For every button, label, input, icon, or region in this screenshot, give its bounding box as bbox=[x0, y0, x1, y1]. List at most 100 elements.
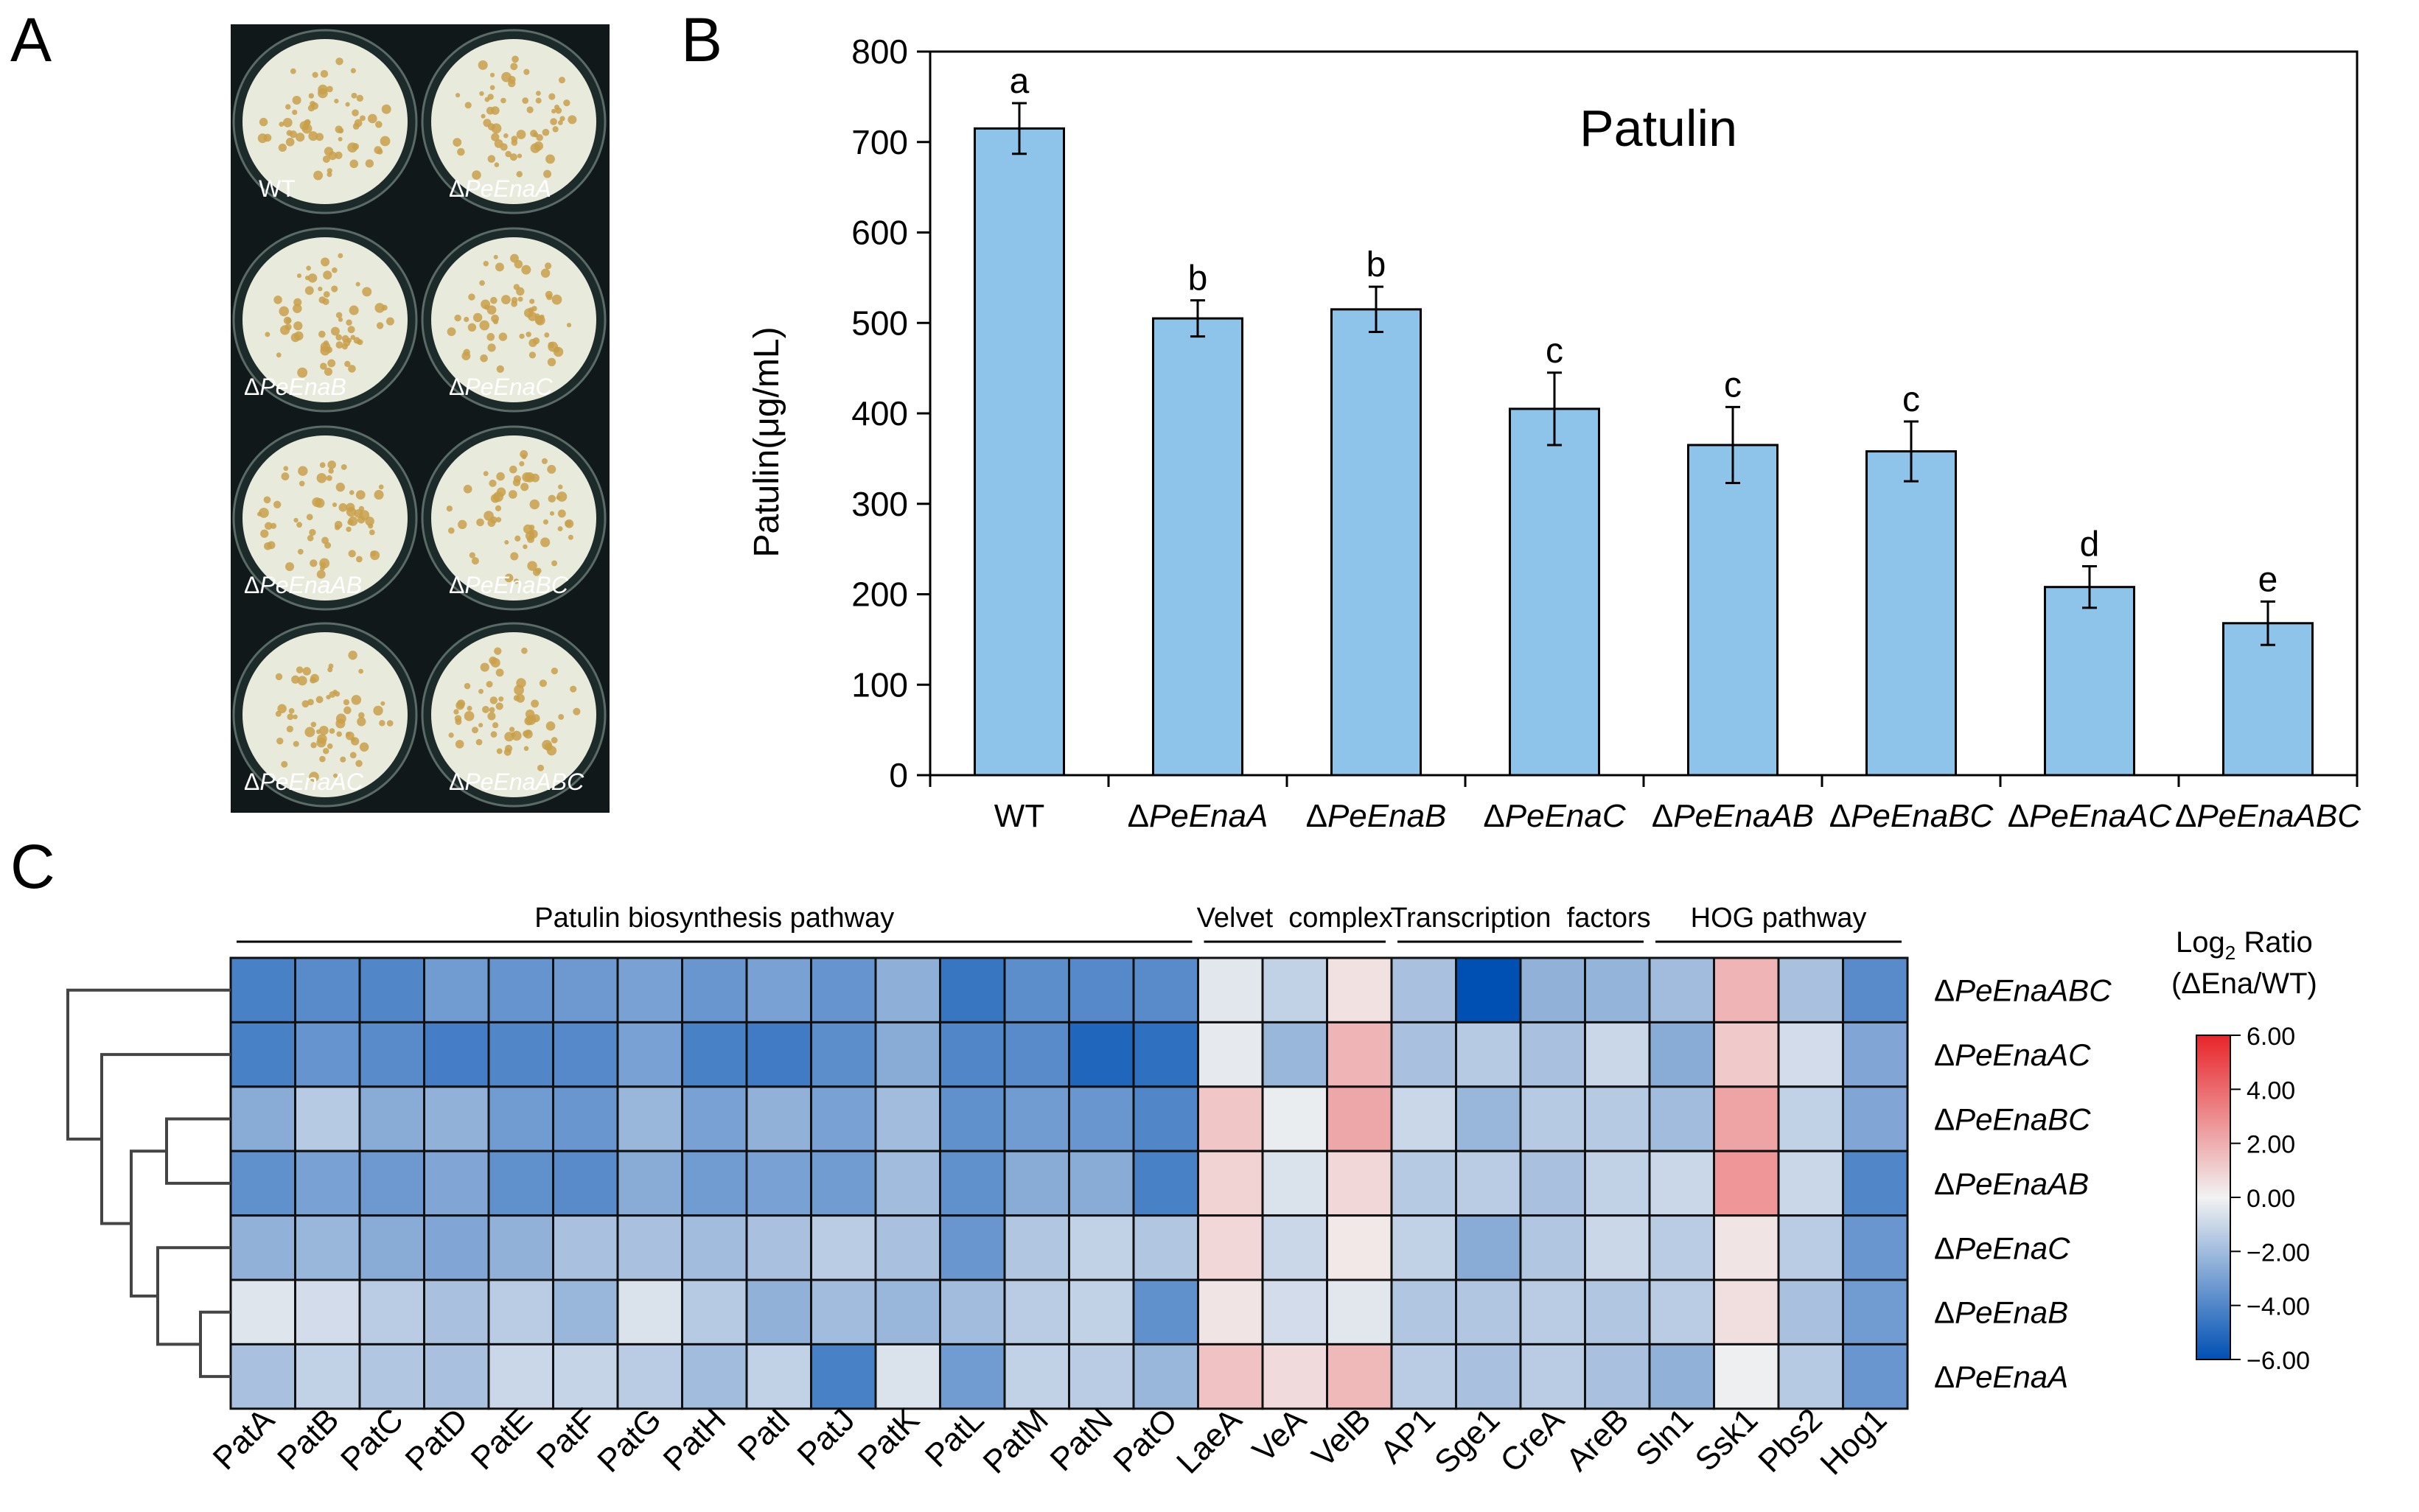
heatmap-cell bbox=[1584, 1149, 1651, 1217]
heatmap-cell bbox=[487, 1149, 554, 1217]
group-label: Transcription factors bbox=[1390, 903, 1650, 934]
heatmap-cell bbox=[487, 1214, 554, 1281]
heatmap-cell bbox=[229, 1021, 296, 1088]
dendrogram-branch bbox=[199, 1310, 231, 1379]
heatmap-cell bbox=[1003, 1021, 1070, 1088]
heatmap-cell bbox=[1068, 1343, 1135, 1410]
heatmap-cell bbox=[423, 956, 490, 1023]
heatmap-cell bbox=[1003, 1085, 1070, 1152]
heatmap-cell bbox=[1068, 1278, 1135, 1345]
column-label: Hog1 bbox=[1813, 1401, 1893, 1482]
column-label: PatM bbox=[977, 1401, 1055, 1480]
column-label: PatG bbox=[590, 1401, 669, 1480]
heatmap-cell bbox=[1197, 1085, 1264, 1152]
heatmap-row-labels: ΔPeEnaABC ΔPeEnaAC ΔPeEnaBC ΔPeEnaAB ΔPeEnaC… bbox=[1934, 973, 2112, 1394]
significance-letter: c bbox=[1902, 380, 1920, 419]
well-label: ΔPeEnaAB bbox=[244, 572, 362, 598]
heatmap-cell bbox=[745, 1021, 812, 1088]
column-label: PatA bbox=[206, 1401, 282, 1477]
heatmap-cell bbox=[229, 1085, 296, 1152]
colorbar-tick-label: 2.00 bbox=[2247, 1131, 2295, 1159]
heatmap-cell bbox=[810, 1021, 877, 1088]
heatmap-cell bbox=[939, 1021, 1006, 1088]
dendrogram-branch bbox=[156, 1246, 231, 1346]
y-tick-label: 100 bbox=[851, 665, 908, 704]
heatmap-cell bbox=[1068, 1214, 1135, 1281]
heatmap-cell bbox=[358, 1021, 425, 1088]
heatmap-cell bbox=[1584, 1278, 1651, 1345]
heatmap-cell bbox=[1648, 1214, 1715, 1281]
patulin-bar-chart: 0 100 200 300 400 500 600 700 800 WT ΔPeEnaA ΔPeEn… bbox=[747, 32, 2362, 834]
heatmap-cell bbox=[552, 1343, 619, 1410]
colony-spores bbox=[446, 449, 574, 584]
well-label: ΔPeEnaC bbox=[449, 374, 553, 400]
column-label: PatD bbox=[398, 1401, 475, 1478]
group-label: Velvet complex bbox=[1197, 903, 1393, 934]
heatmap-cell bbox=[552, 1149, 619, 1217]
well-label: ΔPeEnaBC bbox=[449, 572, 569, 598]
heatmap-cell bbox=[1713, 1278, 1780, 1345]
bar bbox=[1330, 308, 1422, 777]
heatmap-cell bbox=[1326, 1149, 1393, 1217]
heatmap-cell bbox=[874, 956, 941, 1023]
heatmap-cell bbox=[681, 1214, 748, 1281]
heatmap-cell bbox=[487, 956, 554, 1023]
bar bbox=[1152, 317, 1243, 777]
heatmap-cell bbox=[1197, 1021, 1264, 1088]
bar-y-axis-label: Patulin(μg/mL) bbox=[747, 326, 786, 557]
colony-spores bbox=[265, 253, 394, 378]
colony-spores bbox=[257, 57, 391, 181]
dendrogram-branch bbox=[165, 1117, 231, 1185]
heatmap-cell bbox=[1132, 1149, 1199, 1217]
heatmap-cell bbox=[1132, 1343, 1199, 1410]
heatmap-cell bbox=[358, 1149, 425, 1217]
heatmap-cell bbox=[616, 956, 683, 1023]
x-tick-label: ΔPeEnaABC bbox=[2175, 798, 2362, 834]
bar-plot-frame bbox=[929, 50, 2359, 777]
culture-plate-photo: WT ΔPeEnaA ΔPeEnaB ΔPeEnaC ΔPeEnaAB ΔPeEnaBC Δ… bbox=[231, 24, 610, 813]
column-label: Sln1 bbox=[1629, 1401, 1700, 1473]
heatmap-cell bbox=[1326, 956, 1393, 1023]
plate-well: ΔPeEnaA bbox=[421, 29, 607, 214]
heatmap-cell bbox=[423, 1278, 490, 1345]
heatmap-cell bbox=[1842, 956, 1909, 1023]
bar-series: a b b c c c d e bbox=[974, 62, 2314, 777]
heatmap-cell bbox=[1777, 1278, 1844, 1345]
heatmap-cell bbox=[616, 1021, 683, 1088]
significance-letter: b bbox=[1188, 259, 1208, 298]
bar-x-axis: WT ΔPeEnaA ΔPeEnaB ΔPeEnaC ΔPeEnaAB ΔPeEnaBC Δ… bbox=[929, 775, 2362, 834]
column-label: PatO bbox=[1106, 1401, 1184, 1480]
heatmap-column-labels: PatAPatBPatCPatDPatEPatFPatGPatHPatIPatJ… bbox=[206, 1401, 1894, 1482]
significance-letter: e bbox=[2258, 560, 2278, 599]
heatmap-cell bbox=[874, 1149, 941, 1217]
heatmap-cell bbox=[358, 956, 425, 1023]
column-label: CreA bbox=[1493, 1401, 1571, 1480]
heatmap-cell bbox=[745, 1278, 812, 1345]
heatmap-cell bbox=[487, 1021, 554, 1088]
dendrogram-branch bbox=[66, 988, 231, 1141]
x-tick-label: ΔPeEnaB bbox=[1306, 798, 1447, 834]
heatmap-cell bbox=[1261, 956, 1328, 1023]
bar bbox=[974, 127, 1065, 777]
heatmap-cell bbox=[1842, 1278, 1909, 1345]
heatmap-cell bbox=[1455, 1343, 1522, 1410]
heatmap-cell bbox=[1132, 1021, 1199, 1088]
heatmap-cell bbox=[423, 1343, 490, 1410]
heatmap-cell bbox=[1455, 1149, 1522, 1217]
plate-well: ΔPeEnaC bbox=[421, 227, 607, 413]
heatmap-cell bbox=[1326, 1021, 1393, 1088]
plate-well: ΔPeEnaBC bbox=[421, 425, 607, 611]
plate-wells: WT ΔPeEnaA ΔPeEnaB ΔPeEnaC ΔPeEnaAB ΔPeEnaBC Δ… bbox=[232, 29, 607, 808]
heatmap-cell bbox=[423, 1021, 490, 1088]
y-tick-label: 300 bbox=[851, 485, 908, 523]
heatmap-cell bbox=[1068, 1149, 1135, 1217]
column-label: PatN bbox=[1043, 1401, 1120, 1478]
heatmap-cell bbox=[487, 1085, 554, 1152]
heatmap-cell bbox=[1519, 1214, 1586, 1281]
heatmap-cell bbox=[1519, 1149, 1586, 1217]
heatmap-cell bbox=[1068, 1085, 1135, 1152]
heatmap-cell bbox=[810, 1278, 877, 1345]
heatmap-cell bbox=[1003, 1343, 1070, 1410]
heatmap-cell bbox=[1003, 1149, 1070, 1217]
heatmap-group-labels: Patulin biosynthesis pathway Velvet compl… bbox=[237, 903, 1902, 943]
